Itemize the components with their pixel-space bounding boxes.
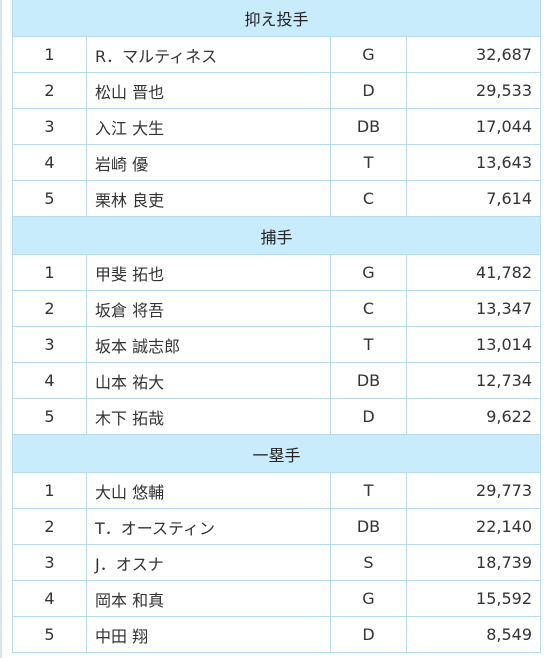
player-name-cell: 大山 悠輔	[86, 472, 331, 509]
page-edge-line	[0, 0, 2, 658]
player-name-cell: 松山 晋也	[86, 72, 331, 109]
votes-cell: 41,782	[405, 254, 542, 291]
table-row: 2 T．オースティン DB 22,140	[12, 508, 542, 545]
section-header-row: 一塁手	[11, 434, 542, 473]
rank-cell: 5	[12, 616, 87, 653]
table-row: 3 入江 大生 DB 17,044	[12, 108, 542, 145]
team-cell: D	[330, 72, 407, 109]
rank-cell: 2	[12, 508, 87, 545]
votes-cell: 29,773	[405, 472, 542, 509]
table-row: 2 坂倉 将吾 C 13,347	[12, 290, 542, 327]
rank-cell: 5	[12, 398, 87, 435]
team-cell: S	[330, 544, 407, 581]
player-name-cell: 入江 大生	[86, 108, 331, 145]
votes-cell: 13,014	[405, 326, 542, 363]
table-row: 5 中田 翔 D 8,549	[12, 616, 542, 653]
table-row: 4 山本 祐大 DB 12,734	[12, 362, 542, 399]
votes-cell: 18,739	[405, 544, 542, 581]
player-name-cell: 岩崎 優	[86, 144, 331, 181]
table-row: 5 栗林 良吏 C 7,614	[12, 180, 542, 217]
table-row: 2 松山 晋也 D 29,533	[12, 72, 542, 109]
ranking-table-body: 抑え投手 1 R．マルティネス G 32,687 2 松山 晋也 D 29,533 3 入江 大生 D…	[11, 0, 542, 653]
table-row: 3 坂本 誠志郎 T 13,014	[12, 326, 542, 363]
player-name-cell: 岡本 和真	[86, 580, 331, 617]
player-name-cell: 中田 翔	[86, 616, 331, 653]
votes-cell: 13,347	[405, 290, 542, 327]
table-row: 1 大山 悠輔 T 29,773	[12, 472, 542, 509]
table-row: 3 J．オスナ S 18,739	[12, 544, 542, 581]
section-title: 捕手	[11, 216, 542, 255]
table-row: 4 岡本 和真 G 15,592	[12, 580, 542, 617]
team-cell: T	[330, 144, 407, 181]
team-cell: C	[330, 180, 407, 217]
vote-ranking-table: 抑え投手 1 R．マルティネス G 32,687 2 松山 晋也 D 29,533 3 入江 大生 D…	[11, 0, 542, 653]
votes-cell: 13,643	[405, 144, 542, 181]
player-name-cell: 坂倉 将吾	[86, 290, 331, 327]
player-name-cell: 木下 拓哉	[86, 398, 331, 435]
votes-cell: 12,734	[405, 362, 542, 399]
rank-cell: 5	[12, 180, 87, 217]
table-row: 5 木下 拓哉 D 9,622	[12, 398, 542, 435]
votes-cell: 8,549	[405, 616, 542, 653]
team-cell: DB	[330, 508, 407, 545]
section-header-row: 抑え投手	[11, 0, 542, 37]
rank-cell: 4	[12, 580, 87, 617]
rank-cell: 1	[12, 472, 87, 509]
player-name-cell: 栗林 良吏	[86, 180, 331, 217]
votes-cell: 32,687	[405, 36, 542, 73]
rank-cell: 3	[12, 544, 87, 581]
team-cell: D	[330, 398, 407, 435]
section-title: 抑え投手	[11, 0, 542, 37]
table-row: 4 岩崎 優 T 13,643	[12, 144, 542, 181]
team-cell: G	[330, 580, 407, 617]
section-title: 一塁手	[11, 434, 542, 473]
rank-cell: 3	[12, 108, 87, 145]
table-row: 1 R．マルティネス G 32,687	[12, 36, 542, 73]
player-name-cell: T．オースティン	[86, 508, 331, 545]
votes-cell: 7,614	[405, 180, 542, 217]
votes-cell: 29,533	[405, 72, 542, 109]
section-header-row: 捕手	[11, 216, 542, 255]
rank-cell: 4	[12, 362, 87, 399]
team-cell: D	[330, 616, 407, 653]
votes-cell: 9,622	[405, 398, 542, 435]
team-cell: G	[330, 36, 407, 73]
team-cell: DB	[330, 362, 407, 399]
team-cell: G	[330, 254, 407, 291]
votes-cell: 22,140	[405, 508, 542, 545]
rank-cell: 1	[12, 36, 87, 73]
player-name-cell: J．オスナ	[86, 544, 331, 581]
table-row: 1 甲斐 拓也 G 41,782	[12, 254, 542, 291]
player-name-cell: 坂本 誠志郎	[86, 326, 331, 363]
rank-cell: 4	[12, 144, 87, 181]
votes-cell: 17,044	[405, 108, 542, 145]
team-cell: T	[330, 472, 407, 509]
rank-cell: 1	[12, 254, 87, 291]
player-name-cell: R．マルティネス	[86, 36, 331, 73]
rank-cell: 2	[12, 290, 87, 327]
team-cell: DB	[330, 108, 407, 145]
rank-cell: 2	[12, 72, 87, 109]
team-cell: C	[330, 290, 407, 327]
player-name-cell: 甲斐 拓也	[86, 254, 331, 291]
team-cell: T	[330, 326, 407, 363]
votes-cell: 15,592	[405, 580, 542, 617]
rank-cell: 3	[12, 326, 87, 363]
player-name-cell: 山本 祐大	[86, 362, 331, 399]
